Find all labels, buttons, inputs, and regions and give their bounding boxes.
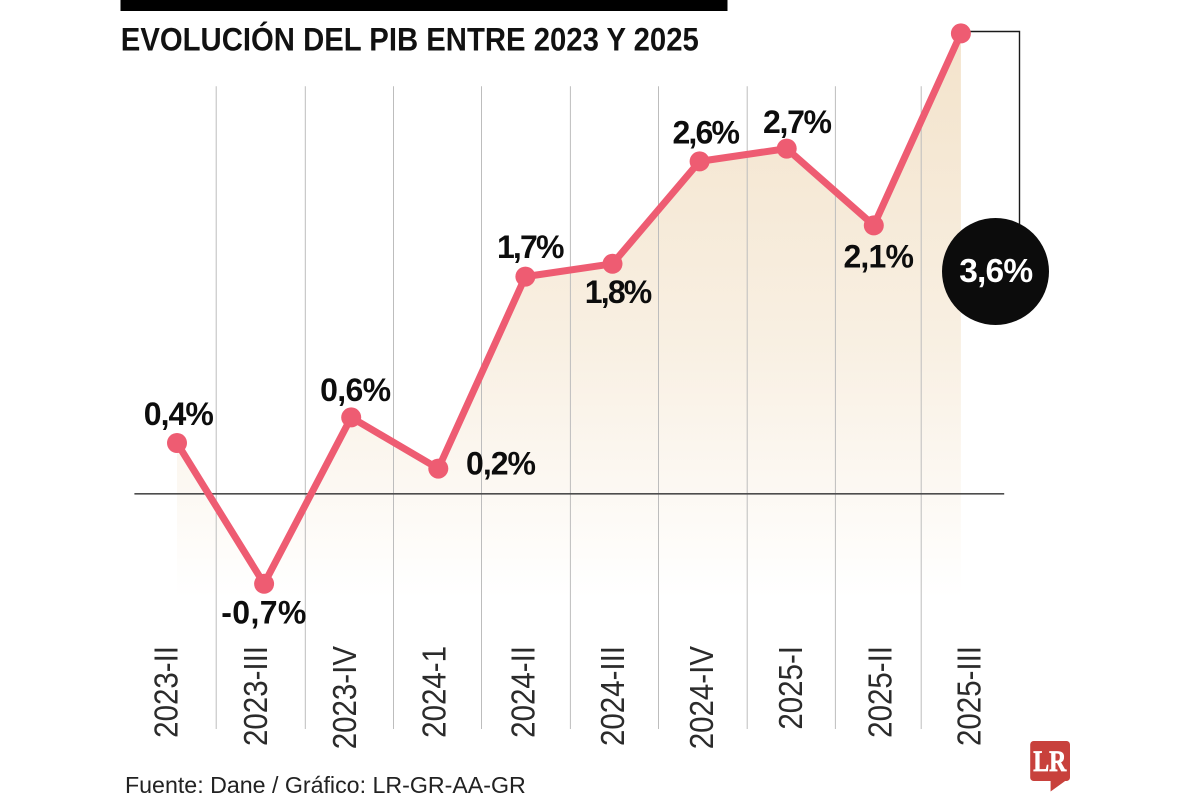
- svg-text:2024-III: 2024-III: [594, 646, 631, 746]
- svg-text:-0,7%: -0,7%: [221, 595, 306, 631]
- svg-text:2,6%: 2,6%: [672, 115, 740, 151]
- svg-text:1,7%: 1,7%: [497, 229, 565, 265]
- svg-text:2023-II: 2023-II: [148, 646, 185, 738]
- svg-text:Fuente: Dane / Gráfico: LR-GR-: Fuente: Dane / Gráfico: LR-GR-AA-GR: [125, 772, 526, 798]
- svg-text:2025-II: 2025-II: [862, 646, 899, 738]
- svg-text:2,7%: 2,7%: [763, 104, 832, 140]
- svg-text:EVOLUCIÓN DEL PIB ENTRE 2023 Y: EVOLUCIÓN DEL PIB ENTRE 2023 Y 2025: [121, 21, 699, 57]
- svg-text:0,6%: 0,6%: [320, 372, 391, 408]
- svg-text:2024-II: 2024-II: [505, 646, 542, 738]
- svg-text:2023-III: 2023-III: [237, 646, 274, 746]
- svg-text:0,4%: 0,4%: [144, 396, 214, 432]
- svg-text:2025-III: 2025-III: [951, 646, 988, 746]
- svg-text:3,6%: 3,6%: [959, 253, 1032, 290]
- svg-text:LR: LR: [1033, 745, 1066, 778]
- svg-text:2024-IV: 2024-IV: [683, 646, 720, 749]
- svg-text:2024-1: 2024-1: [416, 646, 453, 738]
- svg-text:2025-I: 2025-I: [773, 646, 810, 730]
- svg-text:1,8%: 1,8%: [585, 274, 653, 310]
- svg-text:2023-IV: 2023-IV: [327, 646, 364, 749]
- svg-text:0,2%: 0,2%: [466, 446, 536, 482]
- svg-text:2,1%: 2,1%: [843, 238, 914, 274]
